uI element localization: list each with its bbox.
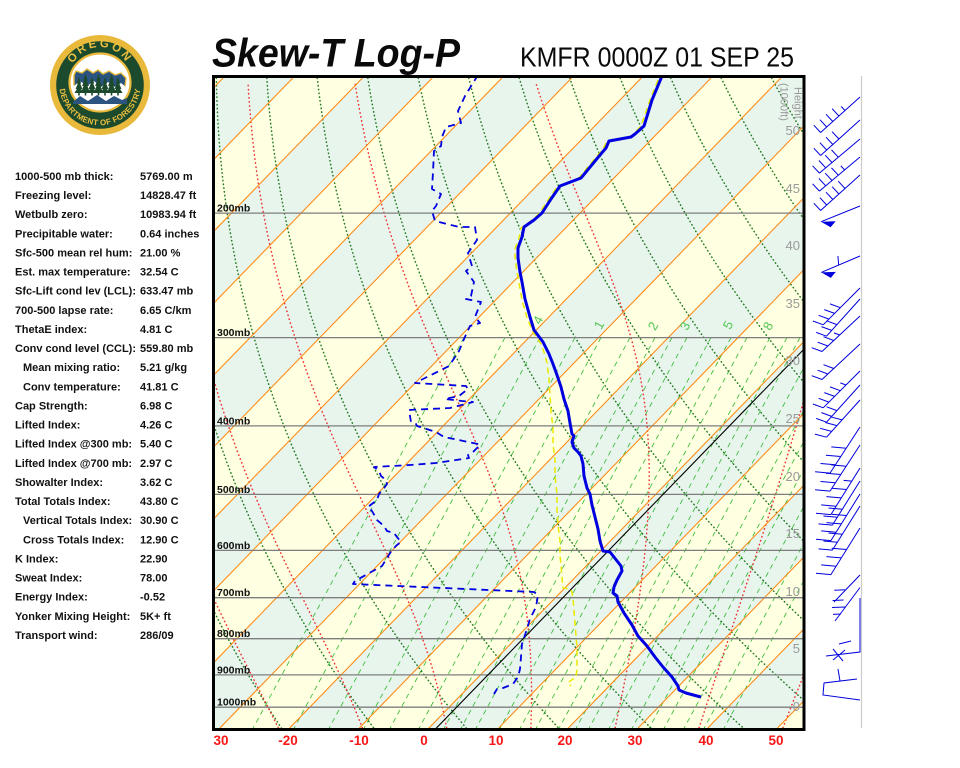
svg-text:15: 15 xyxy=(786,526,800,541)
svg-text:Wetbulb zero:: Wetbulb zero: xyxy=(15,209,88,221)
svg-text:Showalter Index:: Showalter Index: xyxy=(15,477,103,489)
svg-text:Precipitable water:: Precipitable water: xyxy=(15,228,113,240)
svg-text:Yonker Mixing Height:: Yonker Mixing Height: xyxy=(15,611,130,623)
svg-text:Mean mixing ratio:: Mean mixing ratio: xyxy=(23,362,120,374)
svg-text:21.00 %: 21.00 % xyxy=(140,248,181,260)
svg-text:1000-500 mb thick:: 1000-500 mb thick: xyxy=(15,171,113,183)
svg-text:45: 45 xyxy=(786,181,800,196)
svg-text:700-500 lapse rate:: 700-500 lapse rate: xyxy=(15,305,113,317)
svg-text:Lifted Index @300 mb:: Lifted Index @300 mb: xyxy=(15,439,132,451)
svg-text:Est. max temperature:: Est. max temperature: xyxy=(15,267,131,279)
svg-text:12.90 C: 12.90 C xyxy=(140,534,179,546)
svg-text:Sweat Index:: Sweat Index: xyxy=(15,573,82,585)
svg-text:10: 10 xyxy=(488,733,503,748)
svg-text:25: 25 xyxy=(786,411,800,426)
svg-text:5.40 C: 5.40 C xyxy=(140,439,172,451)
svg-text:50: 50 xyxy=(768,733,783,748)
svg-text:4.26 C: 4.26 C xyxy=(140,420,172,432)
svg-text:559.80 mb: 559.80 mb xyxy=(140,343,193,355)
svg-text:4.81 C: 4.81 C xyxy=(140,324,172,336)
svg-text:43.80 C: 43.80 C xyxy=(140,496,179,508)
svg-text:Sfc-500 mean rel hum:: Sfc-500 mean rel hum: xyxy=(15,248,132,260)
svg-text:300mb: 300mb xyxy=(217,327,250,339)
svg-text:633.47 mb: 633.47 mb xyxy=(140,286,193,298)
svg-text:10983.94 ft: 10983.94 ft xyxy=(140,209,197,221)
svg-text:900mb: 900mb xyxy=(217,664,250,676)
svg-text:35: 35 xyxy=(786,296,800,311)
svg-text:Lifted Index @700 mb:: Lifted Index @700 mb: xyxy=(15,458,132,470)
svg-text:400mb: 400mb xyxy=(217,415,250,427)
svg-text:-0.52: -0.52 xyxy=(140,592,165,604)
svg-text:30: 30 xyxy=(213,733,228,748)
svg-text:41.81 C: 41.81 C xyxy=(140,381,179,393)
svg-text:5K+ ft: 5K+ ft xyxy=(140,611,171,623)
svg-text:Skew-T Log-P: Skew-T Log-P xyxy=(212,32,460,76)
svg-text:5: 5 xyxy=(793,641,800,656)
svg-text:-20: -20 xyxy=(278,733,298,748)
svg-text:KMFR 0000Z 01 SEP 25: KMFR 0000Z 01 SEP 25 xyxy=(520,42,794,73)
svg-text:200mb: 200mb xyxy=(217,203,250,215)
svg-text:5.21 g/kg: 5.21 g/kg xyxy=(140,362,187,374)
svg-text:Total Totals Index:: Total Totals Index: xyxy=(15,496,111,508)
svg-text:2.97 C: 2.97 C xyxy=(140,458,172,470)
svg-text:Freezing level:: Freezing level: xyxy=(15,190,91,202)
svg-text:Sfc-Lift cond lev (LCL):: Sfc-Lift cond lev (LCL): xyxy=(15,286,136,298)
svg-text:Lifted Index:: Lifted Index: xyxy=(15,420,80,432)
svg-text:Conv cond level (CCL):: Conv cond level (CCL): xyxy=(15,343,136,355)
svg-text:6.98 C: 6.98 C xyxy=(140,400,172,412)
svg-text:32.54 C: 32.54 C xyxy=(140,267,179,279)
svg-text:Cap Strength:: Cap Strength: xyxy=(15,400,88,412)
svg-text:Energy Index:: Energy Index: xyxy=(15,592,88,604)
svg-text:30.90 C: 30.90 C xyxy=(140,515,179,527)
svg-text:500mb: 500mb xyxy=(217,484,250,496)
svg-text:20: 20 xyxy=(557,733,572,748)
svg-text:22.90: 22.90 xyxy=(140,553,168,565)
svg-text:-10: -10 xyxy=(349,733,369,748)
svg-text:Vertical Totals Index:: Vertical Totals Index: xyxy=(23,515,132,527)
svg-text:6.65 C/km: 6.65 C/km xyxy=(140,305,192,317)
svg-text:10: 10 xyxy=(786,584,800,599)
svg-text:800mb: 800mb xyxy=(217,628,250,640)
svg-text:0.64 inches: 0.64 inches xyxy=(140,228,199,240)
svg-text:20: 20 xyxy=(786,469,800,484)
svg-text:0: 0 xyxy=(420,733,428,748)
svg-text:600mb: 600mb xyxy=(217,540,250,552)
svg-text:Transport wind:: Transport wind: xyxy=(15,630,98,642)
svg-text:3.62 C: 3.62 C xyxy=(140,477,172,489)
svg-text:14828.47 ft: 14828.47 ft xyxy=(140,190,197,202)
svg-text:5769.00 m: 5769.00 m xyxy=(140,171,193,183)
svg-text:700mb: 700mb xyxy=(217,587,250,599)
svg-text:0: 0 xyxy=(793,699,800,714)
svg-text:Height: Height xyxy=(792,87,804,119)
svg-text:286/09: 286/09 xyxy=(140,630,174,642)
svg-text:K Index:: K Index: xyxy=(15,553,58,565)
svg-text:30: 30 xyxy=(786,353,800,368)
svg-text:40: 40 xyxy=(786,238,800,253)
svg-text:50: 50 xyxy=(786,123,800,138)
svg-text:ThetaE index:: ThetaE index: xyxy=(15,324,87,336)
svg-text:30: 30 xyxy=(627,733,642,748)
svg-text:78.00: 78.00 xyxy=(140,573,168,585)
svg-text:Conv temperature:: Conv temperature: xyxy=(23,381,121,393)
svg-text:40: 40 xyxy=(698,733,713,748)
svg-text:(1000ft): (1000ft) xyxy=(778,83,790,121)
svg-text:1000mb: 1000mb xyxy=(217,697,256,709)
svg-text:Cross Totals Index:: Cross Totals Index: xyxy=(23,534,124,546)
